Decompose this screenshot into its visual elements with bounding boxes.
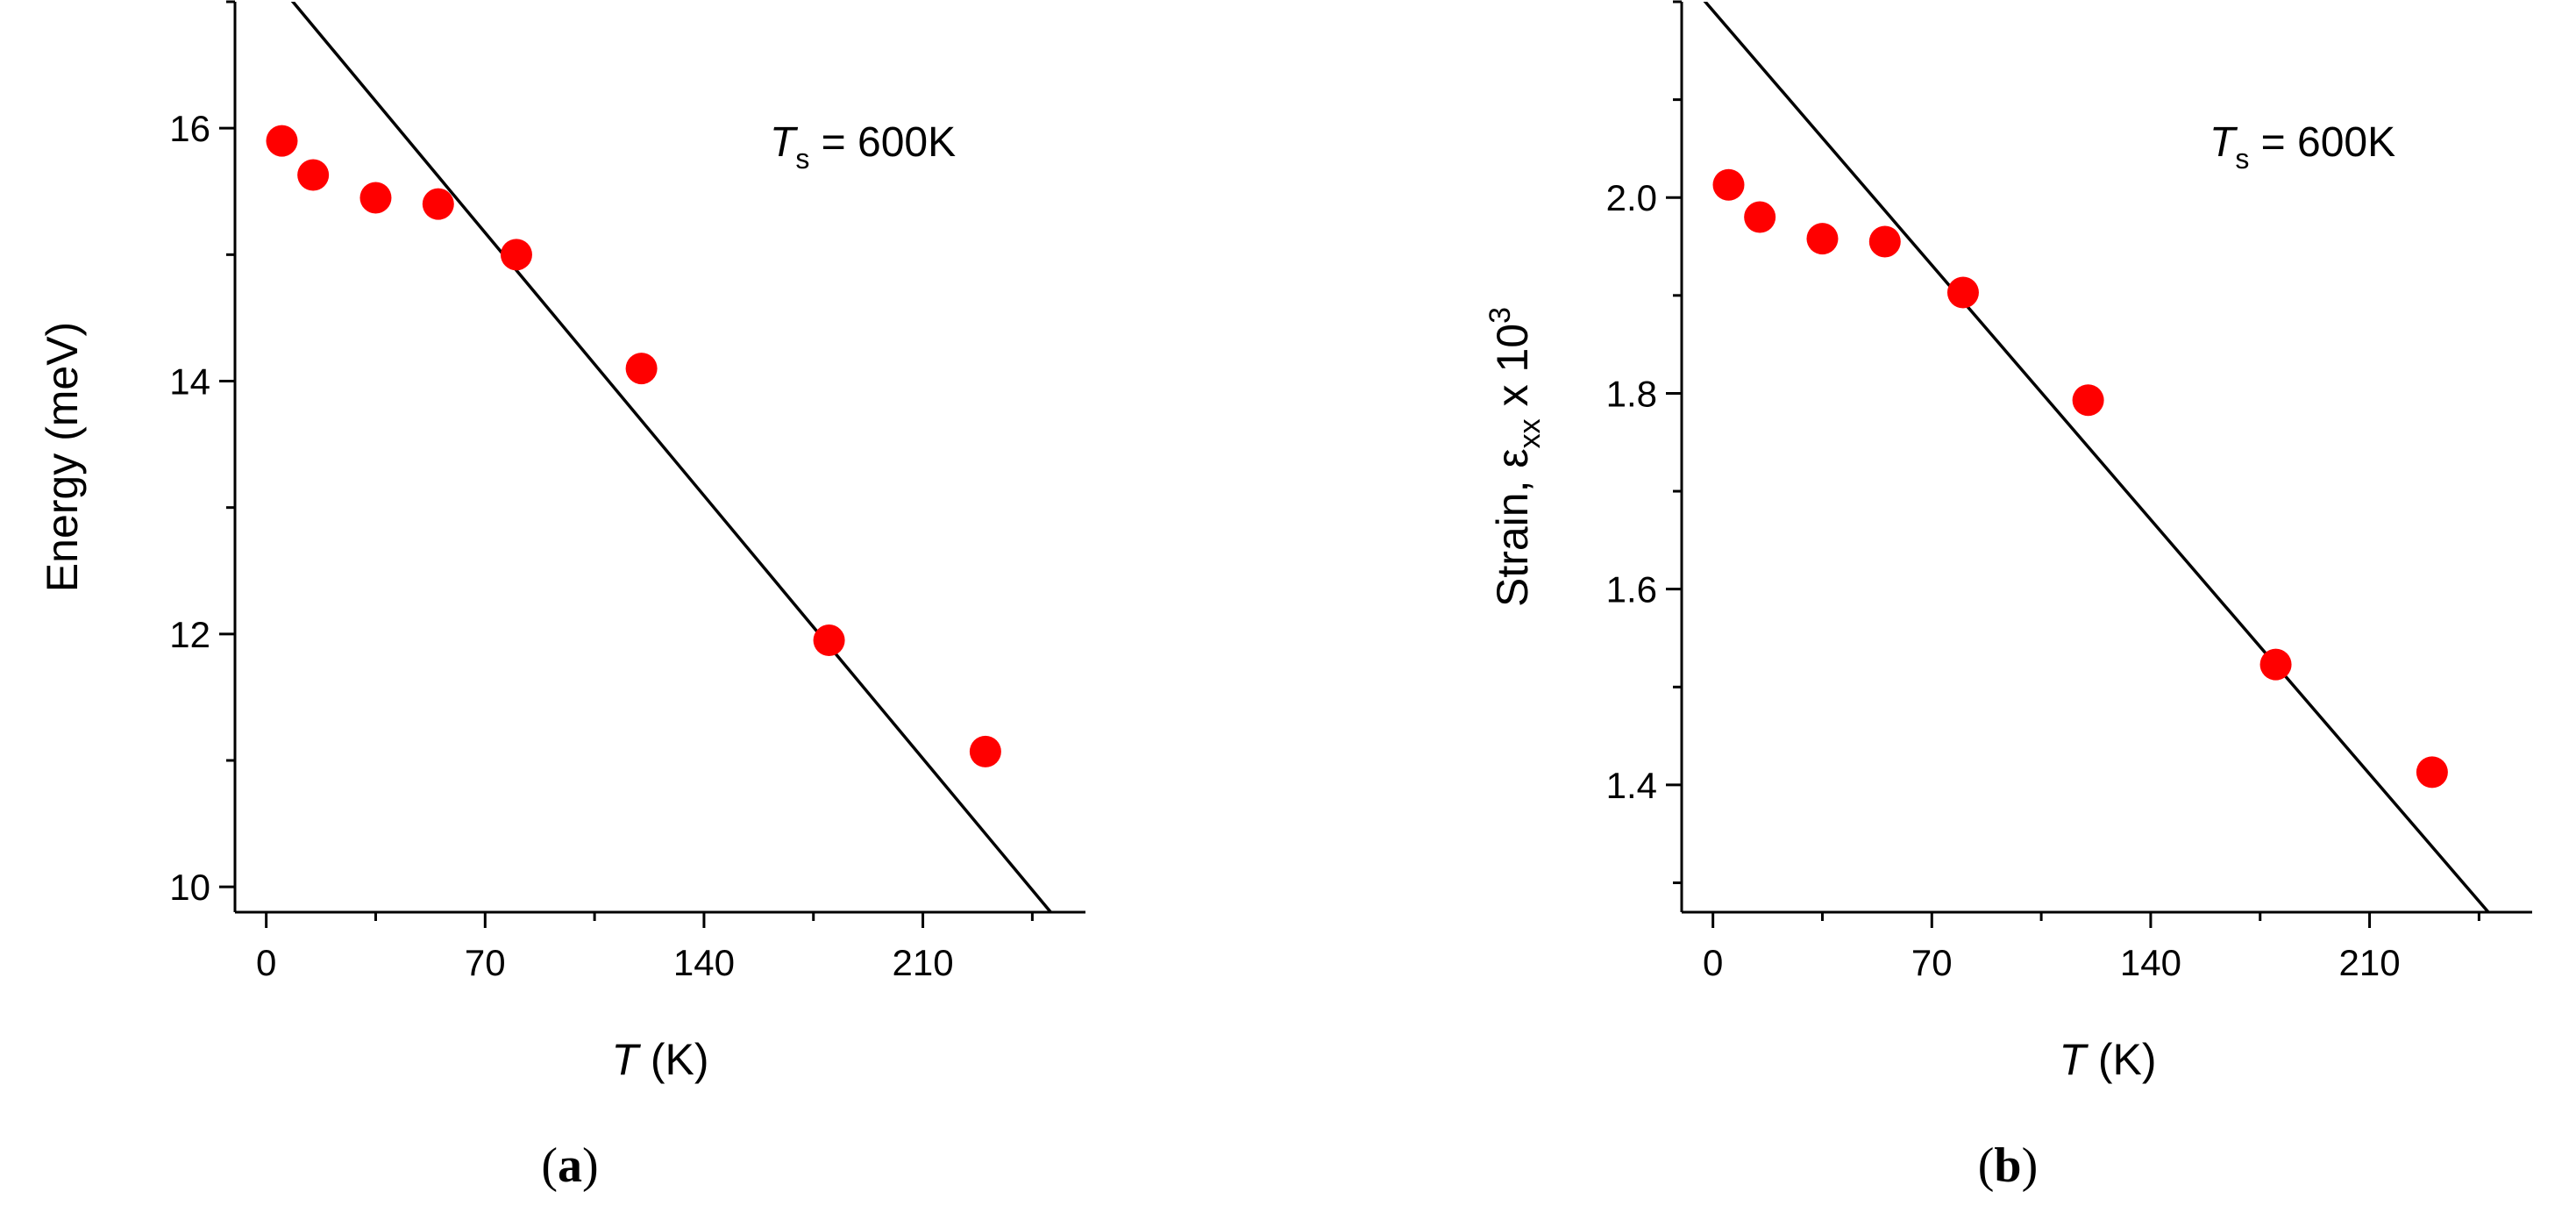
annotation-b-var: T (2210, 119, 2238, 166)
y-tick-label-a: 10 (169, 867, 210, 908)
annotation-a: Ts = 600K (770, 119, 956, 175)
y-axis-label-b: Strain, εxx x 103 (1484, 307, 1547, 607)
x-axis-label-b: T (K) (2059, 1035, 2156, 1084)
x-axis-label-a: T (K) (611, 1035, 708, 1084)
data-point-a (969, 735, 1001, 767)
annotation-a-sub: s (795, 143, 809, 175)
data-point-b (1946, 276, 1979, 309)
y-axis-label-a: Energy (meV) (38, 322, 87, 592)
x-tick-label-b: 210 (2339, 942, 2401, 983)
x-tick-label-a: 70 (465, 942, 506, 983)
annotation-a-rest: = 600K (809, 119, 956, 166)
y-tick-label-a: 16 (169, 108, 210, 149)
data-point-a (297, 159, 330, 191)
annotation-a-var: T (770, 119, 799, 166)
annotation-b-sub: s (2235, 143, 2249, 175)
data-point-b (2259, 648, 2292, 681)
data-point-a (266, 125, 298, 157)
data-point-a (422, 188, 454, 220)
panel-label-a: (a) (541, 1138, 598, 1193)
y-tick-label-b: 2.0 (1606, 177, 1657, 218)
annotation-b-rest: = 600K (2249, 119, 2395, 166)
x-tick-label-a: 210 (893, 942, 954, 983)
panel-b: 0 70 140 210 1.4 1.6 1.8 2.0 Ts = 600K T (K) St… (1484, 0, 2532, 1193)
y-tick-label-a: 14 (169, 361, 210, 403)
y-tick-label-a: 12 (169, 614, 210, 655)
data-point-b (1712, 168, 1745, 201)
x-tick-label-b: 70 (1911, 942, 1953, 983)
y-tick-label-b: 1.4 (1606, 765, 1657, 806)
data-point-a (500, 239, 532, 271)
fit-line-b (1703, 2, 2491, 912)
y-tick-label-b: 1.8 (1606, 373, 1657, 414)
fit-line-a (290, 2, 1053, 912)
data-point-b (2072, 384, 2104, 417)
data-point-a (359, 182, 392, 214)
x-tick-label-a: 140 (673, 942, 735, 983)
x-tick-label-b: 0 (1703, 942, 1723, 983)
data-point-b (1868, 225, 1901, 258)
y-tick-label-b: 1.6 (1606, 569, 1657, 610)
data-point-b (1744, 201, 1776, 233)
x-tick-label-a: 0 (256, 942, 276, 983)
panel-a: 0 70 140 210 10 12 14 16 Ts = 600K T (K) Energy… (38, 0, 1085, 1193)
panel-label-b: (b) (1978, 1138, 2038, 1193)
data-point-b (2416, 756, 2448, 789)
data-point-b (1806, 223, 1839, 255)
annotation-b: Ts = 600K (2210, 119, 2395, 175)
data-point-a (813, 624, 845, 657)
x-tick-label-b: 140 (2120, 942, 2181, 983)
data-point-a (625, 353, 658, 385)
